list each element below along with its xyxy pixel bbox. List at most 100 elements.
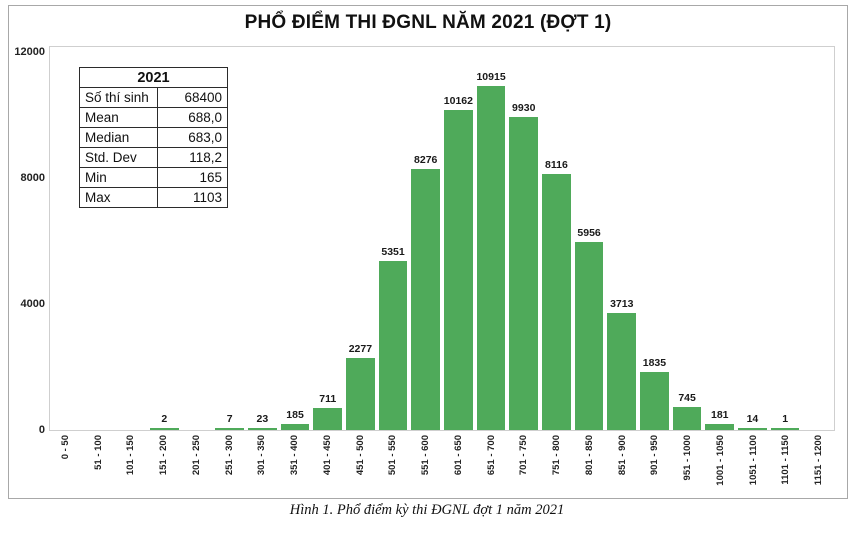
x-tick-label: 251 - 300: [223, 435, 235, 476]
x-tick-slot: 451 - 500: [344, 435, 377, 495]
x-tick-slot: 1051 - 1100: [737, 435, 770, 495]
x-tick-label: 951 - 1000: [682, 435, 694, 481]
bar-value-label: 181: [711, 409, 729, 421]
bar: [705, 424, 735, 430]
chart-title: PHỔ ĐIỂM THI ĐGNL NĂM 2021 (ĐỢT 1): [244, 12, 612, 33]
bar-slot: [801, 47, 834, 430]
bar: [672, 407, 702, 430]
stats-table: 2021 Số thí sinh 68400 Mean 688,0 Median 683,0…: [79, 67, 228, 208]
x-tick-slot: 51 - 100: [82, 435, 115, 495]
x-tick-slot: 101 - 150: [115, 435, 148, 495]
histogram-bars: 2 7 23 185 711 2277 5351 8276 10162 10915 9930 8116…: [50, 47, 834, 430]
x-tick-label: 1151 - 1200: [813, 435, 825, 486]
stat-value: 118,2: [157, 147, 228, 168]
table-header: 2021: [79, 67, 228, 88]
bar: [476, 86, 506, 430]
bar-value-label: 5351: [381, 246, 405, 258]
figure-caption: Hình 1. Phổ điểm kỳ thi ĐGNL đợt 1 năm 2…: [289, 502, 565, 518]
x-tick-label: 51 - 100: [92, 435, 104, 470]
table-header-row: 2021: [79, 67, 228, 88]
bar: [313, 408, 343, 430]
x-tick-label: 801 - 850: [583, 435, 595, 476]
bar-slot: 8116: [540, 47, 573, 430]
table-row: Max 1103: [79, 187, 228, 208]
bar: [574, 242, 604, 430]
bar: [607, 313, 637, 430]
bar: [346, 358, 375, 430]
bar-value-label: 8116: [545, 159, 568, 171]
stats-table-body: 2021 Số thí sinh 68400 Mean 688,0 Median 683,0…: [79, 67, 228, 208]
x-tick-slot: 651 - 700: [475, 435, 508, 495]
table-row: Median 683,0: [79, 127, 228, 148]
stat-value: 683,0: [157, 127, 228, 148]
x-tick-slot: 901 - 950: [639, 435, 672, 495]
x-tick-label: 901 - 950: [649, 435, 661, 476]
x-tick-label: 401 - 450: [321, 435, 333, 476]
x-tick-label: 751 - 800: [551, 435, 563, 476]
bar-slot: 5351: [377, 47, 410, 430]
bar-value-label: 3713: [610, 298, 634, 310]
bar-value-label: 23: [256, 413, 269, 425]
bar-slot: 745: [671, 47, 704, 430]
bar-value-label: 745: [678, 392, 696, 404]
x-tick-label: 551 - 600: [420, 435, 432, 476]
bar: [509, 117, 539, 430]
x-tick-slot: 1151 - 1200: [802, 435, 835, 495]
x-tick-label: 1101 - 1150: [780, 435, 792, 485]
table-row: Min 165: [79, 167, 228, 188]
bar-slot: 2: [148, 47, 181, 430]
bar: [542, 174, 571, 430]
chart-figure: PHỔ ĐIỂM THI ĐGNL NĂM 2021 (ĐỢT 1) 0 4000…: [8, 5, 848, 499]
bar: [248, 428, 277, 430]
stat-label: Mean: [79, 107, 158, 128]
x-tick-label: 451 - 500: [354, 435, 366, 476]
y-tick-label: 8000: [20, 172, 45, 184]
bar-slot: 2277: [344, 47, 377, 430]
bar-value-label: 1835: [642, 357, 667, 369]
bar-slot: 14: [736, 47, 769, 430]
bar: [411, 169, 441, 430]
bar-slot: 10915: [475, 47, 508, 430]
bar-value-label: 10915: [476, 71, 506, 83]
y-tick-label: 12000: [14, 46, 45, 58]
bar-value-label: 2277: [348, 343, 373, 355]
bar-slot: 23: [246, 47, 279, 430]
x-tick-label: 1051 - 1100: [747, 435, 759, 486]
bar: [280, 424, 310, 430]
bar-value-label: 14: [746, 413, 759, 425]
bar-value-label: 5956: [577, 227, 601, 239]
x-tick-label: 0 - 50: [59, 435, 71, 460]
table-row: Số thí sinh 68400: [79, 87, 228, 108]
y-tick-label: 4000: [20, 298, 45, 310]
bar-slot: [50, 47, 83, 430]
stat-label: Median: [79, 127, 158, 148]
bar-slot: 1: [769, 47, 802, 430]
x-tick-slot: 301 - 350: [246, 435, 279, 495]
bar-value-label: 185: [286, 409, 304, 421]
x-tick-slot: 0 - 50: [49, 435, 82, 495]
x-tick-slot: 351 - 400: [278, 435, 311, 495]
bar: [215, 428, 245, 430]
bar-slot: 181: [703, 47, 736, 430]
bar-value-label: 8276: [414, 154, 438, 166]
stat-label: Std. Dev: [79, 147, 158, 168]
x-tick-slot: 251 - 300: [213, 435, 246, 495]
x-tick-label: 701 - 750: [518, 435, 530, 476]
x-tick-slot: 751 - 800: [540, 435, 573, 495]
x-tick-label: 201 - 250: [190, 435, 202, 476]
bar: [378, 261, 408, 430]
bar-slot: 711: [311, 47, 344, 430]
stat-value: 68400: [157, 87, 228, 108]
bar-value-label: 7: [226, 413, 233, 425]
x-tick-label: 101 - 150: [125, 435, 137, 476]
x-tick-slot: 1101 - 1150: [770, 435, 803, 495]
x-tick-slot: 851 - 900: [606, 435, 639, 495]
table-row: Mean 688,0: [79, 107, 228, 128]
x-tick-label: 601 - 650: [452, 435, 464, 476]
x-tick-slot: 601 - 650: [442, 435, 475, 495]
bar-value-label: 10162: [443, 95, 473, 107]
x-tick-slot: 501 - 550: [377, 435, 410, 495]
stat-label: Min: [79, 167, 158, 188]
stat-value: 688,0: [157, 107, 228, 128]
bar: [444, 110, 473, 430]
